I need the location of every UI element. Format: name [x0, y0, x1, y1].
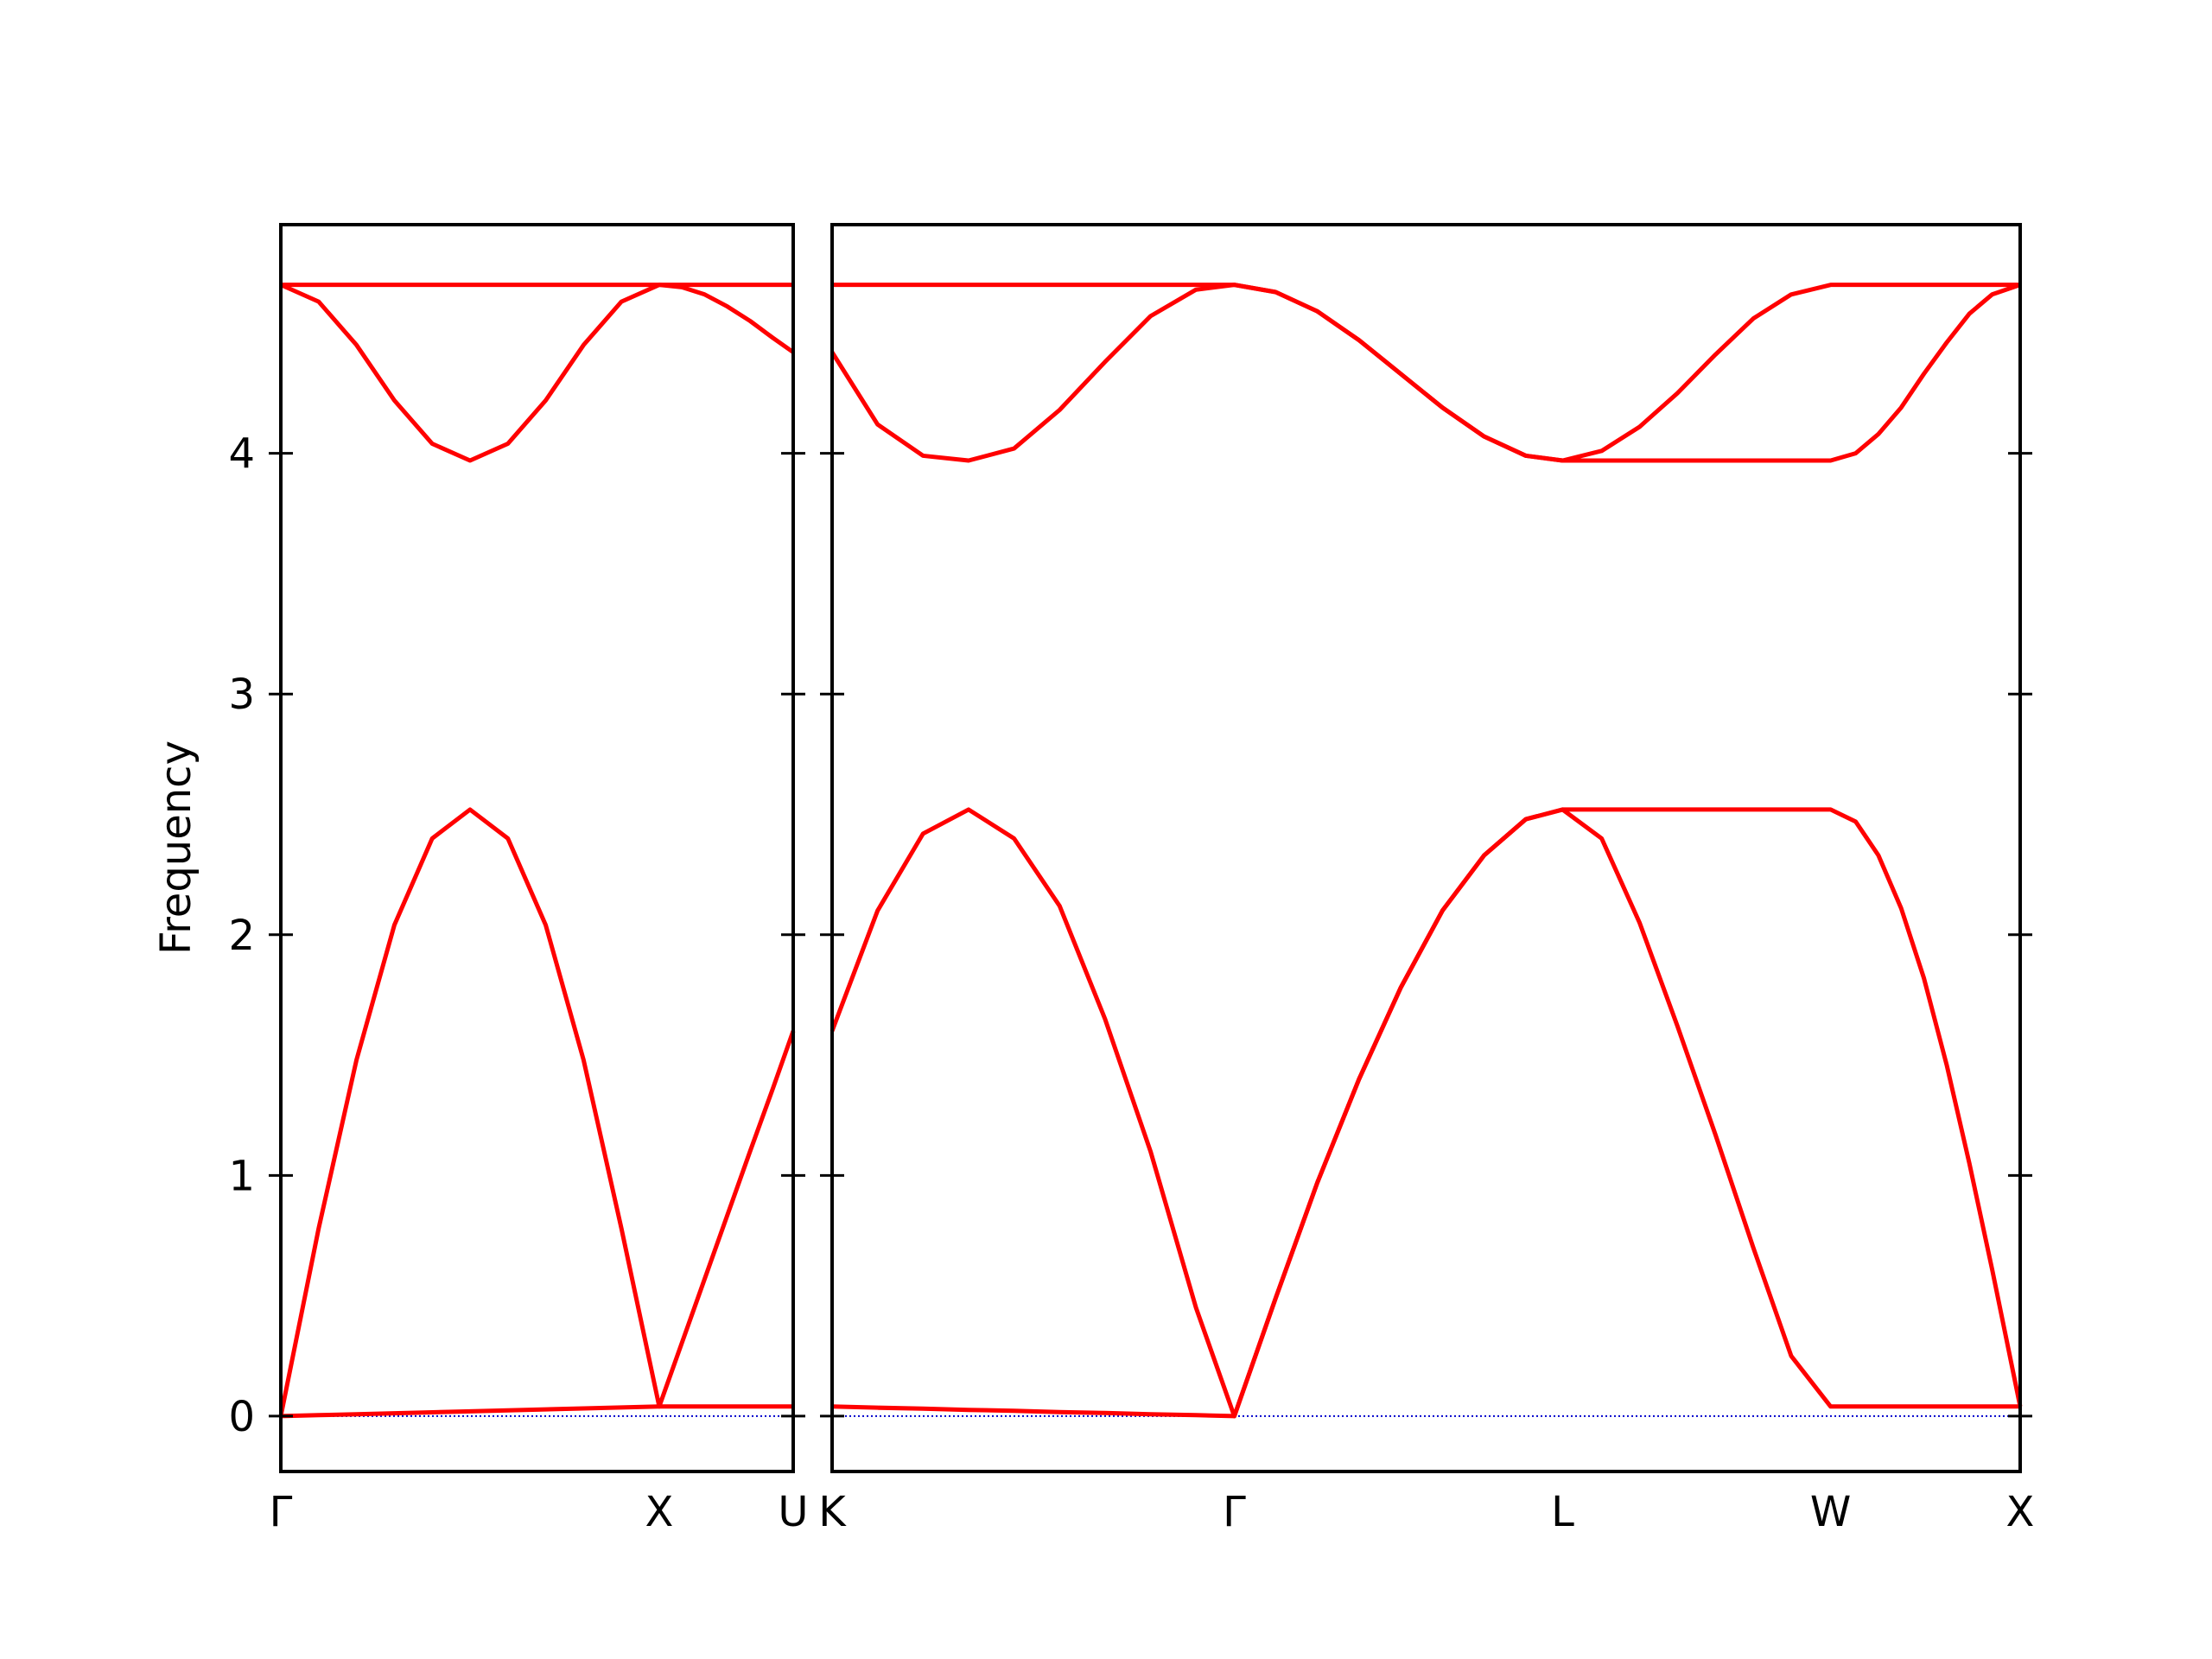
y-axis-label: Frequency	[152, 741, 200, 955]
band-line	[830, 283, 2021, 463]
y-tick-label: 4	[228, 430, 255, 479]
y-tick-label: 1	[228, 1152, 255, 1200]
x-tick-label: Γ	[1223, 1488, 1246, 1536]
plot-frame	[830, 223, 2022, 1473]
y-tick-label: 2	[228, 912, 255, 960]
plot-frame	[279, 223, 795, 1473]
y-tick-label: 3	[228, 671, 255, 719]
band-line	[832, 283, 2020, 463]
y-tick-label: 0	[228, 1393, 255, 1441]
x-tick-label: U	[778, 1488, 808, 1536]
band-line	[830, 807, 2023, 1419]
band-line	[279, 283, 795, 463]
x-tick-label: L	[1551, 1488, 1574, 1536]
x-tick-label: W	[1810, 1488, 1851, 1536]
x-tick-label: K	[818, 1488, 847, 1536]
band-line	[280, 1404, 793, 1419]
band-line	[831, 807, 2020, 1419]
x-tick-label: Γ	[270, 1488, 293, 1536]
x-tick-label: X	[645, 1488, 674, 1536]
band-line	[278, 807, 796, 1417]
x-tick-label: X	[2006, 1488, 2035, 1536]
